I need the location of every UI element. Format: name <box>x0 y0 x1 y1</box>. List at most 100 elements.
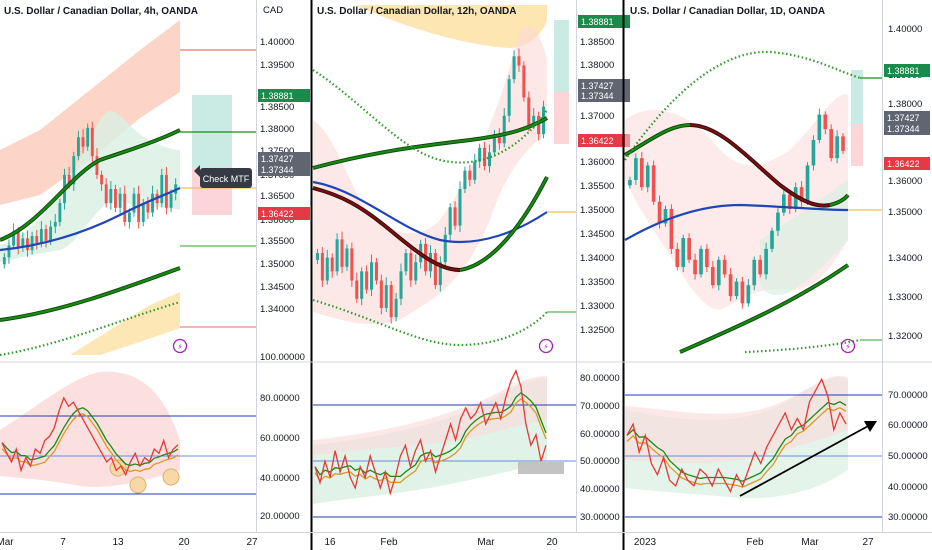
candle <box>169 189 173 213</box>
candle <box>330 253 334 278</box>
candle <box>123 185 127 227</box>
price-tag[interactable]: 1.36422 <box>258 207 310 220</box>
candle <box>360 267 364 306</box>
price-tick-label: 1.34500 <box>580 229 614 240</box>
price-tag-label: 1.36422 <box>887 159 920 169</box>
rsi-tick-label: 80.00000 <box>260 393 300 404</box>
replay-icon[interactable]: ⚡ <box>538 338 554 354</box>
chart-panel-1d[interactable]: ⚡ U.S. Dollar / Canadian Dollar, 1D, OAN… <box>623 6 930 523</box>
candle <box>164 166 168 215</box>
candle <box>160 168 164 208</box>
time-tick-label: Mar <box>0 537 14 548</box>
price-tag-label: 1.38881 <box>887 66 920 76</box>
price-tag-label: 1.36422 <box>581 136 614 146</box>
rsi-tick-label: 60.00000 <box>260 433 300 444</box>
candle <box>100 170 104 191</box>
trend-arrow[interactable] <box>739 421 877 497</box>
price-tag[interactable]: 1.38881 <box>884 64 930 77</box>
svg-text:⚡: ⚡ <box>177 343 183 352</box>
candle <box>394 292 398 322</box>
candle <box>746 279 751 307</box>
replay-icon[interactable]: ⚡ <box>172 338 188 354</box>
price-tick-label: 1.38000 <box>888 99 922 110</box>
price-tag[interactable]: 1.37427 <box>578 79 630 92</box>
price-tag[interactable]: 1.37344 <box>884 122 930 135</box>
rsi-tick-label: 100.00000 <box>260 352 305 363</box>
check-mtf-callout[interactable]: Check MTF <box>194 165 252 188</box>
candle <box>369 254 374 297</box>
price-tick-label: 1.35500 <box>260 236 294 247</box>
price-tick-label: 1.35000 <box>260 259 294 270</box>
rsi-tick-label: 50.00000 <box>888 451 928 462</box>
candle <box>365 265 369 294</box>
time-tick-label: 16 <box>324 537 336 548</box>
price-tag[interactable]: 1.36422 <box>884 157 930 170</box>
candle <box>478 143 482 168</box>
candle <box>537 111 541 141</box>
candle <box>687 233 691 264</box>
time-tick-label: 2023 <box>634 537 657 548</box>
candle <box>799 181 804 207</box>
moving-averages-4h <box>0 49 256 357</box>
price-tick-label: 1.34500 <box>260 282 294 293</box>
price-tag-label: 1.37344 <box>261 165 294 175</box>
price-tag[interactable]: 1.37344 <box>578 89 630 102</box>
candle <box>787 191 792 215</box>
rsi-signal-line <box>626 400 847 482</box>
candle <box>109 181 113 210</box>
candle <box>325 249 329 285</box>
price-tag[interactable]: 1.37344 <box>258 163 310 176</box>
price-axis-4h[interactable]: CAD 1.400001.395001.385001.380001.375001… <box>258 5 310 522</box>
moving-averages-1d <box>623 50 882 354</box>
price-axis-12h[interactable]: 1.385001.380001.375001.370001.365001.360… <box>578 15 630 523</box>
candle <box>734 278 739 300</box>
candle <box>710 260 715 289</box>
price-tag[interactable]: 1.38881 <box>578 15 630 28</box>
candle <box>752 256 757 291</box>
price-axis-1d[interactable]: 1.400001.390001.380001.370001.360001.350… <box>884 24 930 523</box>
candle <box>72 151 76 191</box>
rsi-tick-label: 50.00000 <box>580 456 620 467</box>
candle <box>335 233 339 276</box>
candle <box>628 176 632 189</box>
candle <box>21 232 25 253</box>
rsi-average-line <box>314 398 547 484</box>
candle <box>151 185 154 217</box>
price-tick-label: 1.38500 <box>260 102 294 113</box>
candle <box>30 231 34 255</box>
price-tag-label: 1.37427 <box>261 154 294 164</box>
time-tick-label: 27 <box>862 537 874 548</box>
bollinger-band <box>313 26 547 325</box>
price-tick-label: 1.33000 <box>888 292 922 303</box>
rsi-panel-12h <box>313 368 576 518</box>
upper-envelope-band <box>355 5 547 48</box>
candle <box>728 268 733 302</box>
candle <box>104 178 108 208</box>
candle <box>76 131 80 161</box>
chart-panel-4h[interactable]: Check MTF ⚡ U.S. Dollar / Canadian Dolla… <box>0 5 310 522</box>
price-tag[interactable]: 1.36422 <box>578 134 630 147</box>
price-tag[interactable]: 1.37427 <box>884 111 930 124</box>
candle <box>12 223 16 250</box>
candle <box>699 245 703 278</box>
candle <box>669 204 674 254</box>
time-axis[interactable]: Mar 7 13 20 27 16 Feb Mar 20 2023 Feb Mar 27 <box>0 537 874 548</box>
price-tag[interactable]: 1.37427 <box>258 152 310 165</box>
rsi-tick-label: 70.00000 <box>580 401 620 412</box>
candle <box>409 247 413 287</box>
price-tick-label: 1.39500 <box>260 60 294 71</box>
candle <box>374 258 378 285</box>
candle <box>782 188 786 216</box>
panel-title-4h: U.S. Dollar / Canadian Dollar, 4h, OANDA <box>4 6 198 17</box>
rsi-tick-label: 30.00000 <box>888 512 928 523</box>
long-position-stop-zone <box>554 92 569 144</box>
chart-panel-12h[interactable]: ⚡ U.S. Dollar / Canadian Dollar, 12h, OA… <box>312 5 630 523</box>
price-tag[interactable]: 1.38881 <box>258 89 310 102</box>
candle <box>132 187 136 217</box>
replay-icon[interactable]: ⚡ <box>840 338 856 354</box>
rsi-tick-label: 60.00000 <box>888 420 928 431</box>
rsi-panel-4h <box>0 371 256 495</box>
candle <box>681 234 686 273</box>
